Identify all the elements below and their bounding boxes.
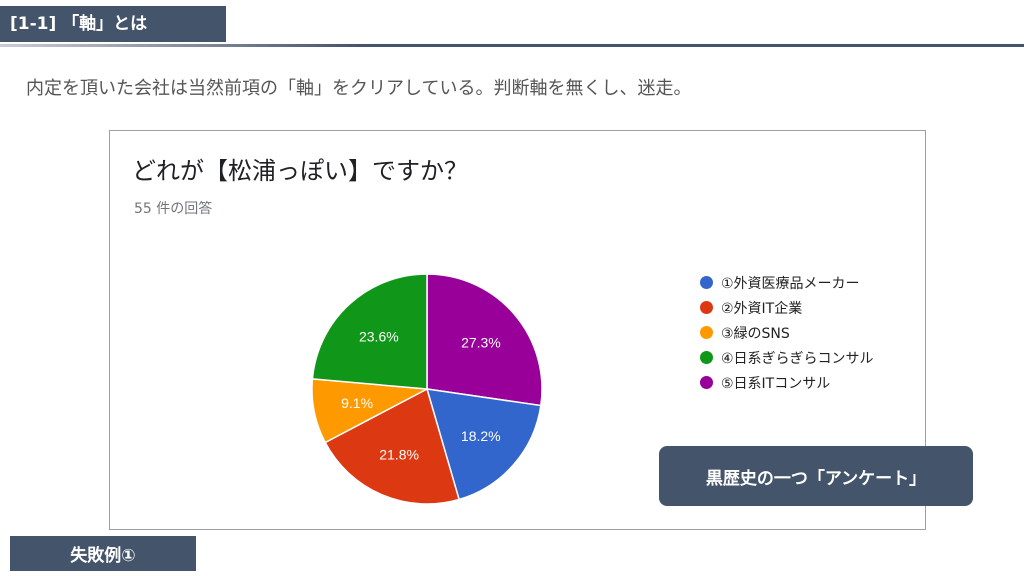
pie-slice-5 <box>426 273 543 407</box>
pie-label-3: 9.1% <box>341 395 373 411</box>
chart-legend: ①外資医療品メーカー ②外資IT企業 ③緑のSNS ④日系ぎらぎらコンサル ⑤日系ITコ… <box>700 270 874 395</box>
survey-result-card: どれが【松浦っぽい】ですか？ 55 件の回答 27.3% 18.2% 21.8% 9.… <box>109 130 926 530</box>
legend-swatch-3 <box>700 326 713 339</box>
pie-slice-2 <box>324 387 461 505</box>
response-count: 55 件の回答 <box>134 201 213 217</box>
callout-box: 黒歴史の一つ「アンケート」 <box>659 446 973 506</box>
pie-label-4: 23.6% <box>359 328 399 344</box>
pie-label-2: 21.8% <box>379 447 419 463</box>
legend-swatch-4 <box>700 351 713 364</box>
legend-item-4: ④日系ぎらぎらコンサル <box>700 345 874 370</box>
legend-swatch-5 <box>700 376 713 389</box>
legend-label-5: ⑤日系ITコンサル <box>721 375 831 392</box>
pie-label-5: 27.3% <box>461 334 501 350</box>
legend-label-4: ④日系ぎらぎらコンサル <box>721 350 874 367</box>
slide-subtitle: 内定を頂いた会社は当然前項の「軸」をクリアしている。判断軸を無くし、迷走。 <box>26 78 692 99</box>
question-title: どれが【松浦っぽい】ですか？ <box>132 157 468 185</box>
legend-label-3: ③緑のSNS <box>721 325 790 342</box>
legend-item-1: ①外資医療品メーカー <box>700 270 874 295</box>
pie-label-1: 18.2% <box>461 428 501 444</box>
legend-item-2: ②外資IT企業 <box>700 295 874 320</box>
legend-swatch-1 <box>700 276 713 289</box>
header-divider <box>0 44 1024 47</box>
pie-chart: 27.3% 18.2% 21.8% 9.1% 23.6% <box>311 273 543 505</box>
legend-item-3: ③緑のSNS <box>700 320 874 345</box>
legend-swatch-2 <box>700 301 713 314</box>
section-title: [1-1] 「軸」とは <box>0 6 226 42</box>
legend-label-2: ②外資IT企業 <box>721 300 803 317</box>
legend-label-1: ①外資医療品メーカー <box>721 275 860 292</box>
footer-label: 失敗例① <box>10 536 196 571</box>
legend-item-5: ⑤日系ITコンサル <box>700 370 874 395</box>
pie-slice-4 <box>311 273 428 390</box>
pie-slice-1 <box>425 388 542 501</box>
